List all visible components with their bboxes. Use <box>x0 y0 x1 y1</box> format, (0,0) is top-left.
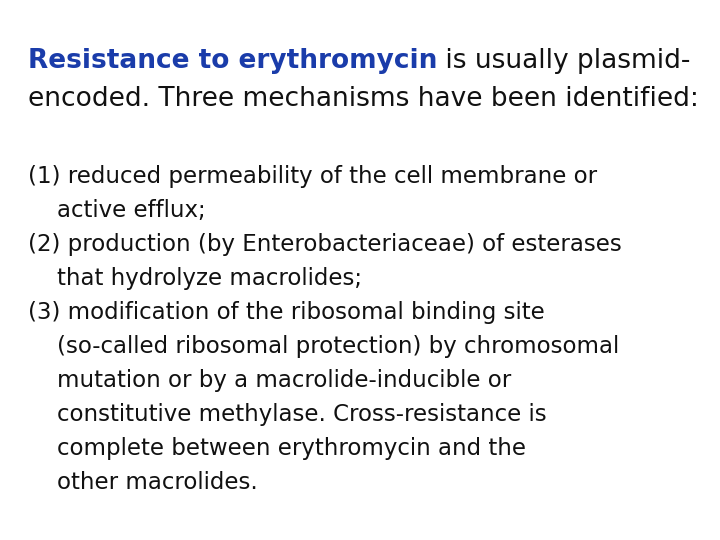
Text: active efflux;: active efflux; <box>28 199 206 222</box>
Text: other macrolides.: other macrolides. <box>28 471 258 494</box>
Text: (3) modification of the ribosomal binding site: (3) modification of the ribosomal bindin… <box>28 301 545 324</box>
Text: encoded. Three mechanisms have been identified:: encoded. Three mechanisms have been iden… <box>28 86 699 112</box>
Text: (1) reduced permeability of the cell membrane or: (1) reduced permeability of the cell mem… <box>28 165 597 188</box>
Text: Resistance to erythromycin: Resistance to erythromycin <box>28 48 437 74</box>
Text: is usually plasmid-: is usually plasmid- <box>437 48 690 74</box>
Text: (2) production (by Enterobacteriaceae) of esterases: (2) production (by Enterobacteriaceae) o… <box>28 233 622 256</box>
Text: complete between erythromycin and the: complete between erythromycin and the <box>28 437 526 460</box>
Text: mutation or by a macrolide-inducible or: mutation or by a macrolide-inducible or <box>28 369 511 392</box>
Text: constitutive methylase. Cross-resistance is: constitutive methylase. Cross-resistance… <box>28 403 546 426</box>
Text: that hydrolyze macrolides;: that hydrolyze macrolides; <box>28 267 362 290</box>
Text: (so-called ribosomal protection) by chromosomal: (so-called ribosomal protection) by chro… <box>28 335 619 358</box>
